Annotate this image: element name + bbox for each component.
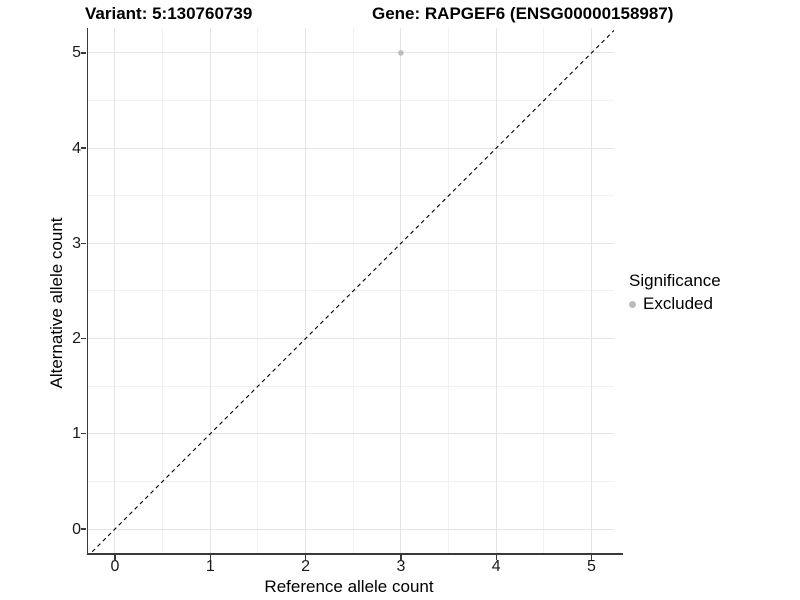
gridline-x-major [305, 28, 307, 553]
y-axis-tick [81, 528, 86, 530]
gridline-y-minor [88, 100, 614, 102]
x-axis-line [86, 553, 623, 555]
plot-title-gene: Gene: RAPGEF6 (ENSG00000158987) [372, 4, 674, 23]
gridline-x-major [209, 28, 211, 553]
x-tick-label: 2 [301, 558, 311, 575]
x-tick-label: 0 [110, 558, 120, 575]
gridline-x-major [114, 28, 116, 553]
legend-item-label: Excluded [643, 294, 713, 313]
plot-panel [88, 28, 614, 553]
x-axis-title: Reference allele count [264, 577, 434, 596]
gridline-y-minor [88, 385, 614, 387]
gridline-x-major [495, 28, 497, 553]
y-axis-tick [81, 242, 86, 245]
gridline-x-major [591, 28, 592, 553]
y-axis-tick [81, 337, 86, 340]
x-axis-tick [400, 555, 402, 560]
x-axis-tick [209, 555, 211, 560]
plot-title-variant: Variant: 5:130760739 [85, 4, 253, 23]
gridline-y-major [88, 528, 614, 530]
gridline-y-major [88, 52, 614, 54]
y-axis-tick [81, 52, 86, 54]
data-point-excluded [398, 50, 404, 56]
gridline-y-major [88, 242, 614, 244]
plot-data-layer [90, 29, 614, 553]
x-tick-label: 1 [205, 558, 215, 575]
legend-title: Significance [629, 271, 721, 290]
x-axis-tick [114, 555, 116, 560]
y-tick-label: 3 [72, 234, 81, 252]
y-tick-label: 5 [72, 44, 81, 62]
legend-item-excluded: Excluded [629, 294, 721, 314]
y-tick-label: 4 [72, 139, 81, 157]
gridline-y-minor [88, 480, 614, 482]
y-tick-label: 1 [72, 425, 81, 443]
y-tick-label: 2 [72, 330, 81, 348]
y-axis-tick [81, 433, 86, 435]
gridline-y-major [88, 147, 614, 149]
gridline-y-major [88, 433, 614, 435]
x-axis-tick [304, 555, 307, 560]
x-tick-label: 3 [396, 558, 406, 575]
identity-reference-line [90, 29, 614, 553]
gridline-y-major [88, 338, 614, 340]
x-axis-tick [590, 555, 593, 560]
x-tick-label: 5 [587, 558, 596, 575]
gridline-x-major [400, 28, 402, 553]
y-axis-line [86, 28, 89, 555]
y-axis-tick [81, 147, 86, 149]
x-axis-tick [495, 555, 497, 560]
y-tick-label: 0 [72, 520, 81, 538]
x-tick-label: 4 [491, 558, 501, 575]
legend: Significance Excluded [629, 271, 721, 314]
legend-point-icon [629, 300, 636, 308]
gridline-y-minor [88, 290, 614, 292]
gridline-y-minor [88, 195, 614, 197]
